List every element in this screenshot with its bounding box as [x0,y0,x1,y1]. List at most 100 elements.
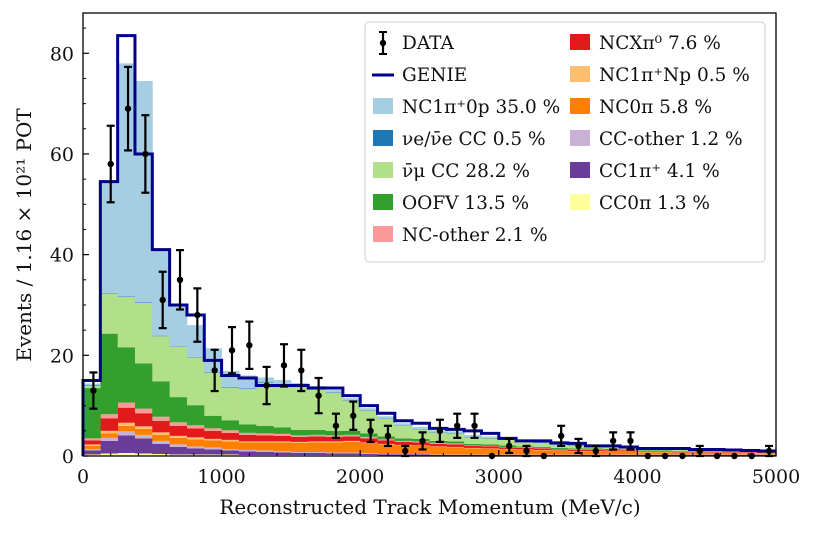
data-point [193,287,202,343]
bar-segment [568,454,586,456]
bar-segment [169,425,188,436]
bar-segment [83,444,101,446]
bar-segment [117,407,136,423]
bar-segment [498,448,517,450]
bar-segment [550,444,569,445]
bar-segment [464,437,482,444]
bar-segment [325,442,344,453]
bar-segment [290,452,309,455]
bar-segment [325,392,344,394]
bar-segment [204,449,222,455]
bar-segment [377,443,396,445]
bar-segment [117,402,136,408]
bar-segment [446,454,465,456]
bar-segment [360,442,378,453]
legend-swatch [373,98,393,114]
bar-segment [377,418,396,419]
bar-segment [308,436,326,442]
bar-segment [412,426,430,429]
bar-segment [221,441,240,449]
bar-segment [550,449,569,451]
bar-segment [412,442,430,446]
bar-segment [238,442,257,450]
bar-segment [429,432,448,441]
bar-segment [637,450,656,451]
bar-segment [360,410,378,434]
bar-segment [481,437,500,439]
bar-segment [83,383,101,386]
data-point [331,412,340,439]
bar-segment [394,425,413,426]
legend-label: OOFV 13.5 % [402,193,529,214]
legend-swatch [570,130,590,146]
bar-segment [83,445,101,449]
y-tick-label: 0 [62,446,74,468]
bar-segment [186,405,205,426]
bar-segment [100,433,119,438]
bar-segment [308,452,326,455]
bar-segment [186,439,205,447]
y-tick-label: 40 [50,245,74,267]
data-marker [228,347,236,354]
bar-segment [602,446,621,449]
series-cc1-4-1 [83,435,777,456]
bar-segment [204,372,222,416]
data-point [227,326,236,375]
bar-segment [706,451,725,452]
bar-segment [360,452,378,454]
data-marker [298,367,305,374]
bar-segment [134,363,153,409]
bar-segment [464,443,482,446]
bar-segment [134,426,153,429]
legend-entry-nc0-5-8: NC0π 5.8 % [570,97,712,118]
bar-segment [308,451,326,453]
data-marker [592,447,600,455]
y-axis: 0 20 40 60 80 [50,27,89,468]
legend-entry-cc-28-2: ν̄μ CC 28.2 % [373,161,530,182]
legend-box [364,21,766,263]
data-marker [211,367,218,374]
bar-segment [360,438,378,443]
bar-segment [342,452,361,454]
data-marker [627,437,634,445]
bar-segment [308,434,326,437]
bar-segment [464,445,482,448]
bar-segment [221,432,240,440]
bar-segment [169,454,188,456]
bar-segment [637,451,656,453]
data-marker [367,427,374,435]
data-point [349,400,358,431]
data-marker [454,422,461,429]
bar-segment [117,63,136,297]
bar-segment [308,442,326,452]
data-point [245,320,254,371]
bar-segment [204,415,222,429]
bar-segment [672,451,690,452]
bar-segment [342,453,361,455]
bar-segment [238,449,257,452]
bar-segment [481,438,500,445]
bar-segment [134,302,153,303]
bar-segment [533,442,552,447]
bar-segment [204,430,222,439]
bar-segment [256,442,274,451]
bar-segment [100,293,119,334]
bar-segment [186,437,205,440]
data-point [210,348,219,393]
bar-segment [117,452,136,456]
bar-segment [706,452,725,453]
bar-segment [394,423,413,426]
bar-segment [533,450,552,455]
bar-segment [550,450,569,451]
bar-segment [620,451,638,452]
bar-segment [464,454,482,455]
bar-segment [377,440,396,444]
bar-segment [238,441,257,443]
series-nc-other-2-1 [83,402,777,453]
data-point [574,437,583,455]
bar-segment [169,304,188,347]
bar-segment [429,443,448,447]
bar-segment [204,454,222,456]
bar-segment [758,453,777,455]
bar-segment [394,453,413,455]
